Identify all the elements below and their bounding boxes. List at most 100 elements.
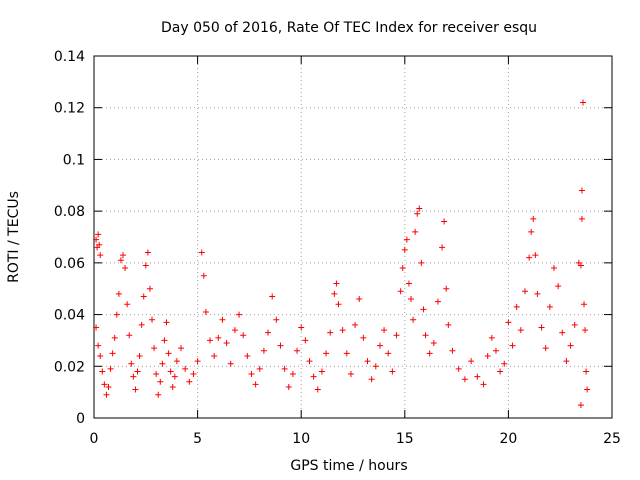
data-point: [142, 262, 149, 269]
data-point: [126, 332, 133, 339]
data-point: [281, 365, 288, 372]
data-point: [416, 205, 423, 212]
data-point: [488, 334, 495, 341]
data-point: [244, 352, 251, 359]
data-point: [559, 329, 566, 336]
data-point: [550, 265, 557, 272]
data-point: [207, 337, 214, 344]
data-point: [434, 298, 441, 305]
data-point: [401, 246, 408, 253]
data-point: [343, 350, 350, 357]
data-point: [240, 332, 247, 339]
data-point: [165, 350, 172, 357]
y-axis-title: ROTI / TECUs: [6, 191, 22, 283]
data-point: [526, 254, 533, 261]
data-point: [461, 376, 468, 383]
data-point: [497, 368, 504, 375]
data-point: [109, 350, 116, 357]
data-point: [236, 311, 243, 318]
data-point: [97, 352, 104, 359]
data-point: [302, 337, 309, 344]
data-point: [155, 391, 162, 398]
data-point: [260, 347, 267, 354]
y-tick-label: 0.12: [54, 101, 85, 117]
data-point: [140, 293, 147, 300]
data-point: [130, 373, 137, 380]
data-point: [563, 358, 570, 365]
x-tick-label: 10: [292, 431, 310, 447]
data-point: [443, 285, 450, 292]
x-tick-label: 0: [90, 431, 99, 447]
y-tick-label: 0.08: [54, 204, 85, 220]
data-point: [256, 365, 263, 372]
data-point: [149, 316, 156, 323]
data-point: [169, 383, 176, 390]
data-point: [327, 329, 334, 336]
data-point: [99, 368, 106, 375]
data-point: [410, 316, 417, 323]
data-point: [105, 383, 112, 390]
data-point: [333, 280, 340, 287]
data-point: [372, 363, 379, 370]
data-point: [389, 368, 396, 375]
data-point: [190, 371, 197, 378]
data-point: [583, 368, 590, 375]
data-point: [269, 293, 276, 300]
data-point: [364, 358, 371, 365]
data-point: [420, 306, 427, 313]
y-tick-label: 0.04: [54, 308, 85, 324]
data-point: [405, 280, 412, 287]
y-tick-label: 0.14: [54, 49, 85, 65]
data-point: [161, 337, 168, 344]
data-point: [414, 210, 421, 217]
data-point: [93, 324, 100, 331]
data-point: [167, 368, 174, 375]
data-point: [323, 350, 330, 357]
data-point: [360, 334, 367, 341]
data-point: [107, 365, 114, 372]
data-point: [356, 296, 363, 303]
data-point: [426, 350, 433, 357]
data-point: [120, 252, 127, 259]
data-point: [144, 249, 151, 256]
data-point: [96, 241, 103, 248]
data-point: [546, 303, 553, 310]
data-point: [219, 316, 226, 323]
data-point: [403, 236, 410, 243]
data-point: [285, 383, 292, 390]
data-point: [194, 358, 201, 365]
data-point: [376, 342, 383, 349]
data-point: [306, 358, 313, 365]
data-point: [521, 288, 528, 295]
data-point: [352, 321, 359, 328]
data-point: [231, 327, 238, 334]
data-point: [178, 345, 185, 352]
y-tick-label: 0.06: [54, 256, 85, 272]
data-point: [542, 345, 549, 352]
data-point: [538, 324, 545, 331]
data-point: [480, 381, 487, 388]
data-point: [115, 290, 122, 297]
data-point: [117, 257, 124, 264]
data-point: [113, 311, 120, 318]
data-point: [567, 342, 574, 349]
x-tick-labels: 0 5 10 15 20 25: [90, 431, 621, 447]
data-point: [534, 290, 541, 297]
data-point: [455, 365, 462, 372]
data-point: [505, 319, 512, 326]
data-point: [273, 316, 280, 323]
data-point: [157, 378, 164, 385]
data-point: [385, 350, 392, 357]
data-point: [173, 358, 180, 365]
data-point: [124, 301, 131, 308]
data-point: [122, 265, 129, 272]
x-tick-label: 25: [603, 431, 621, 447]
data-point: [200, 272, 207, 279]
data-point: [339, 327, 346, 334]
data-point: [412, 228, 419, 235]
data-point: [532, 252, 539, 259]
data-point: [468, 358, 475, 365]
data-point: [101, 381, 108, 388]
data-point: [93, 236, 100, 243]
